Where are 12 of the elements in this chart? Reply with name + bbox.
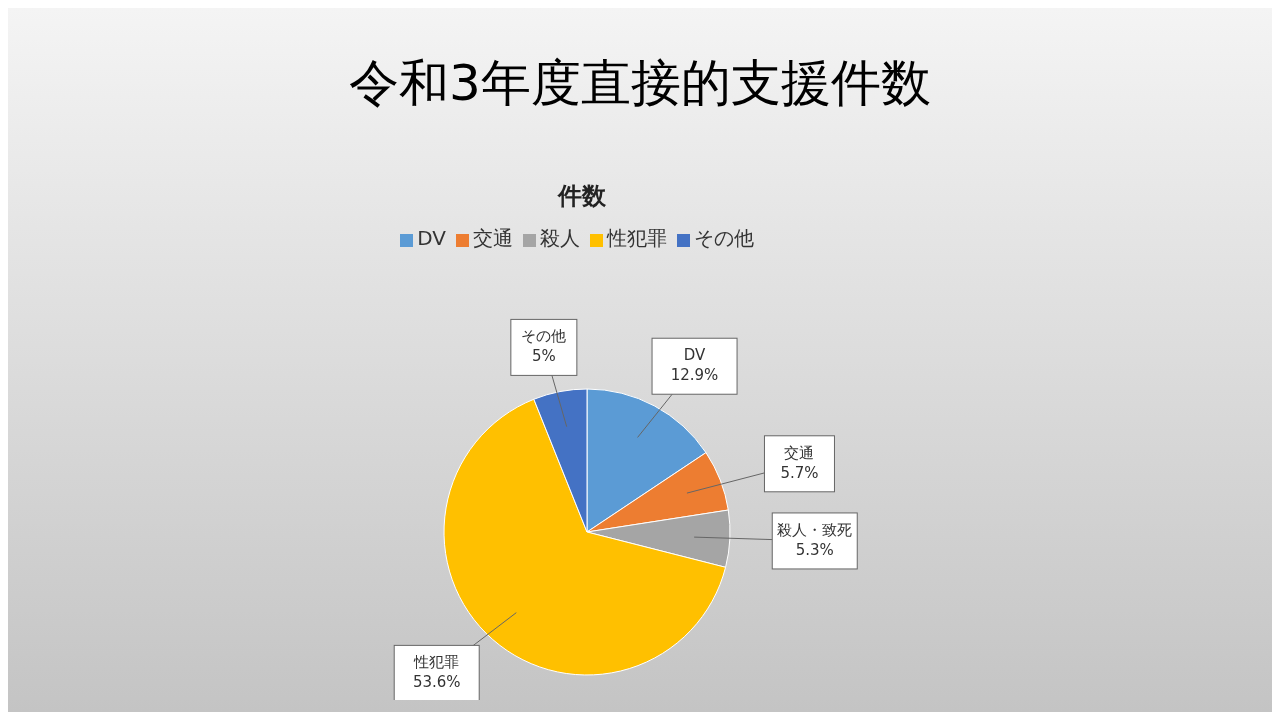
legend-label: 性犯罪 (606, 226, 667, 250)
legend-label: その他 (693, 226, 754, 250)
data-label: DV 12.9% (670, 346, 719, 385)
data-label: 殺人・致死 5.3% (777, 520, 853, 559)
data-label: 性犯罪 53.6% (412, 653, 461, 692)
legend-label: 殺人 (539, 226, 580, 250)
chart-title: 令和3年度直接的支援件数 (348, 53, 932, 114)
chart-subtitle: 件数 (556, 181, 607, 212)
legend-label: 交通 (472, 226, 513, 250)
data-label: その他 5% (521, 327, 567, 366)
legend-label: DV (417, 226, 446, 250)
data-label: 交通 5.7% (780, 443, 819, 482)
